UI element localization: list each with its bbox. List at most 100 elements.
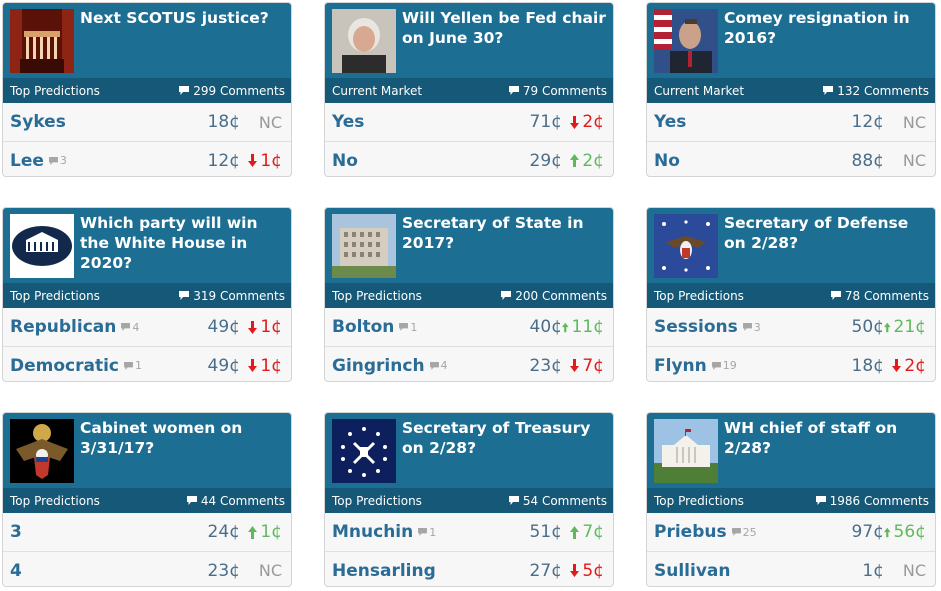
contract-name[interactable]: Yes (332, 112, 364, 132)
yellen-portrait-icon[interactable] (332, 9, 396, 73)
contract-name[interactable]: Hensarling (332, 561, 436, 581)
prediction-row[interactable]: Yes 12¢ NC (647, 103, 935, 141)
prediction-row[interactable]: Sullivan 1¢ NC (647, 551, 935, 586)
contract-comments[interactable]: 19 (711, 359, 737, 372)
contract-label[interactable]: 4 (10, 560, 22, 581)
card-header[interactable]: Which party will win the White House in … (3, 208, 291, 283)
card-title[interactable]: Secretary of Defense on 2/28? (724, 214, 909, 252)
card-title[interactable]: Next SCOTUS justice? (80, 9, 269, 27)
comments-count[interactable]: 44 Comments (200, 493, 285, 508)
card-title[interactable]: Comey resignation in 2016? (724, 9, 910, 47)
contract-name[interactable]: Republican 4 (10, 317, 139, 337)
contract-name[interactable]: Gingrinch 4 (332, 356, 448, 376)
prediction-row[interactable]: 3 24¢ 1¢ (3, 513, 291, 551)
contract-label[interactable]: Mnuchin (332, 522, 414, 542)
prediction-row[interactable]: Priebus 25 97¢ 56¢ (647, 513, 935, 551)
card-title[interactable]: Which party will win the White House in … (80, 214, 258, 272)
prediction-row[interactable]: 4 23¢ NC (3, 551, 291, 586)
market-card[interactable]: Which party will win the White House in … (2, 207, 292, 382)
card-header[interactable]: Secretary of Defense on 2/28? (647, 208, 935, 283)
treasury-flag-icon[interactable] (332, 419, 396, 483)
contract-name[interactable]: Yes (654, 112, 686, 132)
comments-count[interactable]: 200 Comments (515, 288, 607, 303)
white-house-logo-icon[interactable] (10, 214, 74, 278)
presidential-seal-icon[interactable] (10, 419, 74, 483)
contract-name[interactable]: Sessions 3 (654, 317, 761, 337)
contract-name[interactable]: Bolton 1 (332, 317, 417, 337)
contract-label[interactable]: Sullivan (654, 560, 731, 581)
prediction-row[interactable]: No 29¢ 2¢ (325, 141, 613, 176)
defense-flag-icon[interactable] (654, 214, 718, 278)
prediction-row[interactable]: Bolton 1 40¢ 11¢ (325, 308, 613, 346)
comments-link[interactable]: 200 Comments (501, 289, 607, 303)
comments-link[interactable]: 132 Comments (823, 84, 929, 98)
comments-link[interactable]: 79 Comments (508, 84, 607, 98)
contract-name[interactable]: No (332, 151, 358, 171)
contract-label[interactable]: Hensarling (332, 560, 436, 581)
market-card[interactable]: Secretary of Defense on 2/28? Top Predict… (646, 207, 936, 382)
state-department-building-icon[interactable] (332, 214, 396, 278)
comments-count[interactable]: 54 Comments (522, 493, 607, 508)
contract-label[interactable]: Flynn (654, 355, 707, 376)
market-card[interactable]: Secretary of Treasury on 2/28? Top Predic… (324, 412, 614, 587)
contract-comments[interactable]: 1 (418, 526, 436, 539)
comments-link[interactable]: 1986 Comments (815, 494, 929, 508)
contract-name[interactable]: No (654, 151, 680, 171)
contract-name[interactable]: 3 (10, 522, 22, 542)
contract-label[interactable]: No (654, 150, 680, 171)
contract-name[interactable]: Sullivan (654, 561, 730, 581)
comments-link[interactable]: 78 Comments (830, 289, 929, 303)
contract-comments[interactable]: 4 (121, 321, 139, 334)
card-header[interactable]: Next SCOTUS justice? (3, 3, 291, 78)
card-title[interactable]: Secretary of Treasury on 2/28? (402, 419, 591, 457)
contract-name[interactable]: Sykes (10, 112, 66, 132)
card-title[interactable]: Will Yellen be Fed chair on June 30? (402, 9, 606, 47)
prediction-row[interactable]: Flynn 19 18¢ 2¢ (647, 346, 935, 381)
contract-name[interactable]: Democratic 1 (10, 356, 142, 376)
contract-label[interactable]: Bolton (332, 317, 395, 337)
card-header[interactable]: Secretary of State in 2017? (325, 208, 613, 283)
contract-comments[interactable]: 1 (124, 359, 142, 372)
comments-count[interactable]: 299 Comments (193, 83, 285, 98)
prediction-row[interactable]: Hensarling 27¢ 5¢ (325, 551, 613, 586)
white-house-photo-icon[interactable] (654, 419, 718, 483)
contract-comments[interactable]: 4 (429, 359, 448, 372)
prediction-row[interactable]: Mnuchin 1 51¢ 7¢ (325, 513, 613, 551)
card-title[interactable]: Secretary of State in 2017? (402, 214, 584, 252)
card-header[interactable]: Comey resignation in 2016? (647, 3, 935, 78)
contract-label[interactable]: Gingrinch (332, 355, 425, 376)
comments-count[interactable]: 132 Comments (837, 83, 929, 98)
prediction-row[interactable]: Republican 4 49¢ 1¢ (3, 308, 291, 346)
card-title[interactable]: WH chief of staff on 2/28? (724, 419, 898, 457)
contract-label[interactable]: No (332, 150, 358, 171)
contract-name[interactable]: Lee 3 (10, 151, 67, 171)
contract-name[interactable]: Flynn 19 (654, 356, 737, 376)
contract-label[interactable]: 3 (10, 522, 22, 542)
market-card[interactable]: Will Yellen be Fed chair on June 30? Curr… (324, 2, 614, 177)
contract-label[interactable]: Democratic (10, 355, 119, 376)
market-card[interactable]: Next SCOTUS justice? Top Predictions 299 C… (2, 2, 292, 177)
supreme-court-icon[interactable] (10, 9, 74, 73)
prediction-row[interactable]: Sykes 18¢ NC (3, 103, 291, 141)
prediction-row[interactable]: Sessions 3 50¢ 21¢ (647, 308, 935, 346)
comments-link[interactable]: 54 Comments (508, 493, 607, 508)
comments-count[interactable]: 319 Comments (193, 288, 285, 303)
contract-label[interactable]: Sessions (654, 317, 738, 337)
contract-label[interactable]: Republican (10, 317, 117, 337)
comments-link[interactable]: 299 Comments (179, 84, 285, 98)
prediction-row[interactable]: Democratic 1 49¢ 1¢ (3, 346, 291, 381)
card-header[interactable]: Cabinet women on 3/31/17? (3, 413, 291, 488)
contract-comments[interactable]: 25 (731, 526, 757, 539)
market-card[interactable]: Cabinet women on 3/31/17? Top Predictions… (2, 412, 292, 587)
contract-comments[interactable]: 3 (742, 321, 761, 334)
contract-name[interactable]: 4 (10, 561, 22, 581)
card-header[interactable]: Will Yellen be Fed chair on June 30? (325, 3, 613, 78)
contract-label[interactable]: Lee (10, 150, 44, 171)
prediction-row[interactable]: Gingrinch 4 23¢ 7¢ (325, 346, 613, 381)
comey-portrait-icon[interactable] (654, 9, 718, 73)
comments-link[interactable]: 44 Comments (186, 493, 285, 508)
contract-name[interactable]: Priebus 25 (654, 522, 757, 542)
contract-comments[interactable]: 3 (48, 154, 67, 167)
contract-name[interactable]: Mnuchin 1 (332, 522, 436, 542)
contract-label[interactable]: Sykes (10, 112, 66, 132)
